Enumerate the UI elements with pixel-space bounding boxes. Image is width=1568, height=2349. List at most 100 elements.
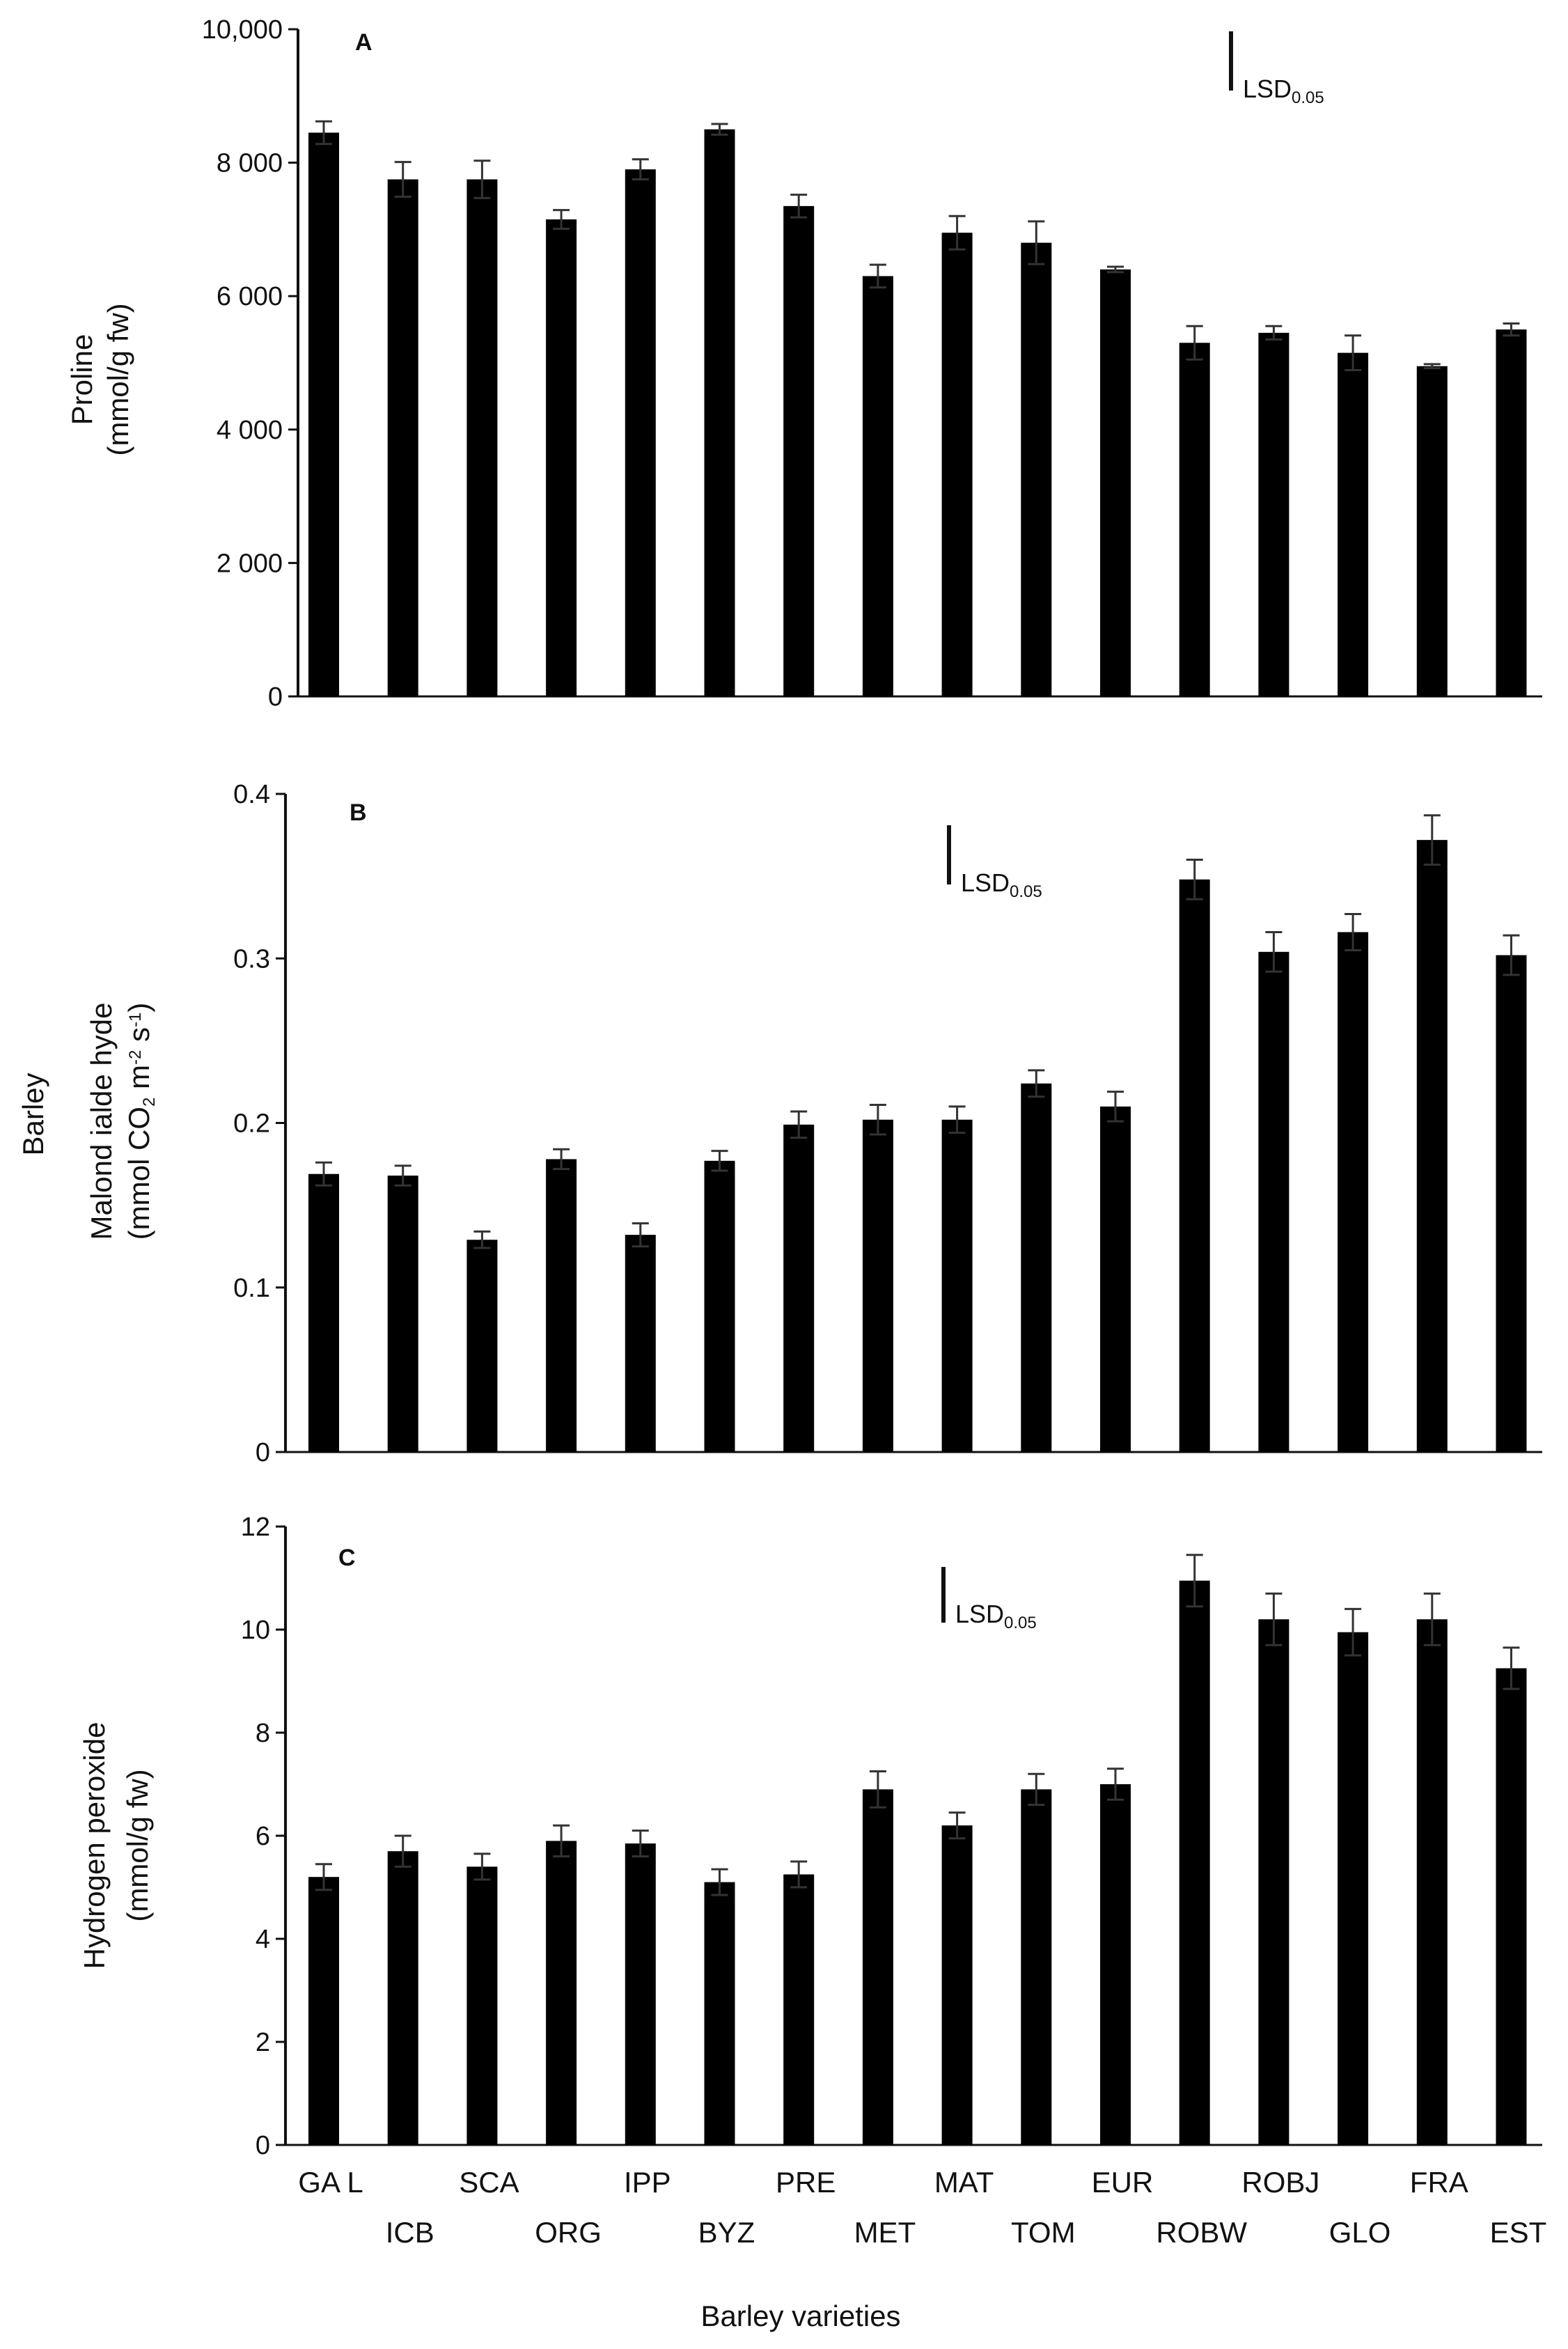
y-tick-label: 2 000: [217, 549, 283, 578]
y-tick-label: 0.1: [233, 1274, 270, 1303]
bars-c: [308, 1554, 1527, 2145]
bar-est: [1496, 329, 1527, 697]
lsd-label-a: LSD0.05: [1243, 75, 1324, 107]
x-category-label: PRE: [776, 2166, 836, 2199]
bar-est: [1496, 955, 1527, 1452]
y-tick-label: 12: [241, 1513, 270, 1542]
bar-robj: [1258, 1619, 1289, 2145]
y-tick-label: 8: [256, 1719, 270, 1748]
bar-mat: [941, 1119, 973, 1452]
panel-a-proline: A LSD0.05 0 2 000 4 000 6 000 8 000 10,000 Pr…: [65, 15, 1542, 712]
bar-robw: [1179, 343, 1210, 696]
bar-byz: [704, 1160, 735, 1452]
bar-icb: [387, 1176, 418, 1452]
panel-b-malondialdehyde: B LSD0.05 0 0.1 0.2 0.3 0.4 Barley Malond ia…: [17, 780, 1542, 1467]
bar-tom: [1021, 1789, 1052, 2145]
bar-eur: [1100, 1106, 1131, 1452]
x-category-label: GA L: [298, 2166, 363, 2199]
bar-sca: [467, 1240, 498, 1452]
bar-byz: [704, 1882, 735, 2145]
x-category-label: GLO: [1329, 2216, 1391, 2249]
bar-gal: [308, 132, 339, 697]
bar-met: [862, 276, 893, 697]
y-tick-label: 0: [256, 1438, 270, 1467]
bar-org: [546, 1159, 577, 1452]
y-axis-unit-a: (mmol/g fw): [102, 303, 134, 455]
x-category-label: TOM: [1011, 2216, 1076, 2249]
bar-glo: [1338, 1632, 1369, 2145]
x-category-label: ROBJ: [1241, 2166, 1319, 2199]
y-axis-c: 0 2 4 6 8 10 12: [241, 1513, 1542, 2160]
panel-label-c: C: [338, 1545, 356, 1571]
x-category-label: ROBW: [1156, 2216, 1247, 2249]
bar-est: [1496, 1668, 1527, 2145]
bar-tom: [1021, 242, 1052, 696]
bar-pre: [783, 205, 815, 696]
bars-b: [308, 814, 1527, 1452]
bar-pre: [783, 1874, 815, 2145]
y-tick-label: 0: [268, 682, 283, 712]
x-category-label: ICB: [386, 2216, 434, 2249]
bar-gal: [308, 1173, 339, 1452]
x-category-label: MET: [854, 2216, 916, 2249]
x-category-label: ORG: [535, 2216, 602, 2249]
y-tick-label: 4 000: [217, 416, 283, 445]
lsd-label-b: LSD0.05: [961, 868, 1042, 901]
bar-pre: [783, 1124, 815, 1452]
lsd-marker-c: LSD0.05: [941, 1567, 1037, 1632]
y-axis-title-c: Hydrogen peroxide: [78, 1722, 111, 1969]
y-tick-label: 4: [256, 1925, 270, 1954]
bar-robj: [1258, 332, 1289, 696]
bar-robw: [1179, 1580, 1210, 2145]
lsd-label-c: LSD0.05: [955, 1600, 1037, 1632]
bar-glo: [1338, 352, 1369, 696]
bar-mat: [941, 1825, 973, 2145]
y-tick-label: 2: [256, 2028, 270, 2057]
bar-ipp: [625, 1843, 656, 2145]
x-category-label: MAT: [934, 2166, 994, 2199]
y-tick-label: 0: [256, 2131, 270, 2160]
y-axis-title-a: Proline: [65, 334, 98, 426]
bar-robw: [1179, 879, 1210, 1452]
panel-label-a: A: [355, 29, 373, 56]
bar-icb: [387, 179, 418, 696]
y-axis-unit-c: (mmol/g fw): [121, 1769, 154, 1921]
bar-met: [862, 1789, 893, 2145]
bar-gal: [308, 1877, 339, 2145]
x-category-label: IPP: [624, 2166, 671, 2199]
bar-mat: [941, 233, 973, 696]
x-category-label: EST: [1490, 2216, 1547, 2249]
y-tick-label: 10: [241, 1616, 270, 1645]
y-tick-label: 0.4: [233, 780, 270, 809]
x-axis-title: Barley varieties: [700, 2300, 900, 2332]
x-category-label: FRA: [1410, 2166, 1468, 2199]
x-category-label: SCA: [459, 2166, 519, 2199]
y-tick-label: 10,000: [202, 15, 283, 45]
x-category-label: EUR: [1092, 2166, 1154, 2199]
y-axis-a: 0 2 000 4 000 6 000 8 000 10,000: [202, 15, 1542, 712]
y-tick-label: 0.3: [233, 944, 270, 974]
y-tick-label: 6 000: [217, 282, 283, 311]
bar-ipp: [625, 169, 656, 696]
y-tick-label: 0.2: [233, 1109, 270, 1139]
y-axis-unit-b: (mmol CO2 m-2 s-1): [123, 1003, 159, 1240]
bar-fra: [1416, 1619, 1448, 2145]
y-tick-label: 8 000: [217, 149, 283, 178]
panel-label-b: B: [350, 799, 367, 826]
bar-glo: [1338, 932, 1369, 1452]
bar-org: [546, 1841, 577, 2145]
lsd-marker-b: LSD0.05: [947, 825, 1042, 901]
bars-a: [308, 120, 1527, 697]
bar-byz: [704, 129, 735, 696]
lsd-marker-a: LSD0.05: [1229, 31, 1324, 107]
y-axis-b: 0 0.1 0.2 0.3 0.4: [233, 780, 1542, 1467]
panel-c-hydrogen-peroxide: C LSD0.05 0 2 4 6 8 10 12 GA L ICB SCA ORG IPP BYZ P…: [78, 1513, 1546, 2332]
bar-fra: [1416, 840, 1448, 1452]
side-label-barley: Barley: [17, 1072, 49, 1155]
bar-sca: [467, 1866, 498, 2145]
bar-icb: [387, 1851, 418, 2145]
bar-sca: [467, 179, 498, 696]
bar-fra: [1416, 366, 1448, 696]
